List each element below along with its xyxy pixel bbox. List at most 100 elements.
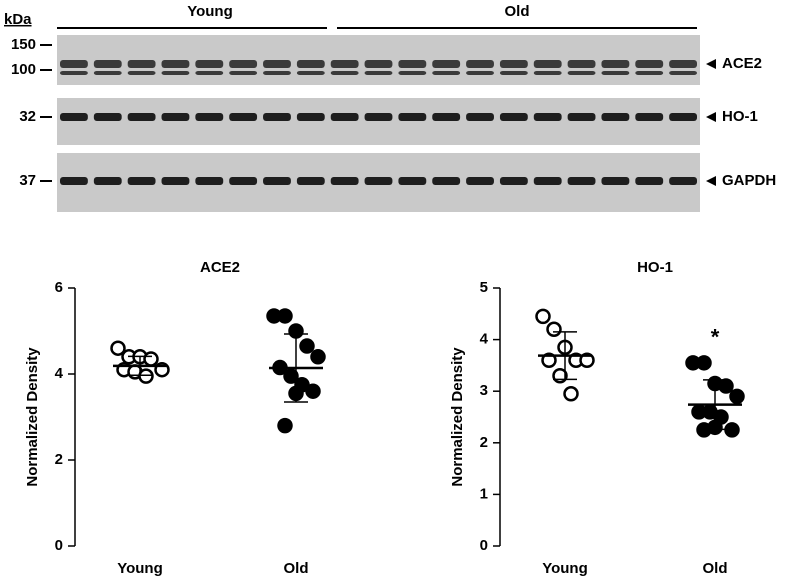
- marker-label: 32: [19, 108, 36, 125]
- band: [330, 113, 359, 121]
- band: [263, 113, 291, 121]
- band: [432, 71, 461, 75]
- band: [296, 71, 325, 75]
- band: [499, 113, 528, 121]
- data-point: [138, 368, 154, 384]
- band: [466, 71, 494, 75]
- band: [330, 60, 359, 68]
- band: [296, 60, 325, 68]
- data-point: [724, 422, 740, 438]
- band: [669, 113, 697, 121]
- band: [263, 71, 291, 75]
- band: [533, 177, 562, 185]
- band: [60, 177, 88, 185]
- y-tick-label: 3: [480, 382, 488, 399]
- data-point: [546, 321, 562, 338]
- y-tick-label: 1: [480, 485, 488, 502]
- y-tick-label: 0: [480, 537, 488, 554]
- band: [635, 60, 664, 68]
- band: [195, 60, 224, 68]
- data-point: [696, 355, 712, 371]
- band: [127, 60, 156, 68]
- band: [364, 113, 393, 121]
- band: [669, 177, 697, 185]
- band: [669, 60, 697, 68]
- band: [533, 113, 562, 121]
- band: [195, 71, 224, 75]
- band: [161, 113, 190, 121]
- band: [93, 71, 122, 75]
- band: [635, 71, 664, 75]
- x-tick-label: Old: [703, 560, 728, 577]
- band: [432, 113, 461, 121]
- arrowhead: [706, 176, 716, 186]
- y-tick-label: 2: [480, 434, 488, 451]
- data-point: [718, 378, 734, 394]
- data-point: [283, 368, 299, 384]
- band: [567, 71, 596, 75]
- band: [60, 71, 88, 75]
- band: [499, 177, 528, 185]
- band: [195, 177, 224, 185]
- group-label: Young: [187, 3, 233, 20]
- band-label: HO-1: [722, 108, 758, 125]
- data-point: [299, 338, 315, 354]
- data-point: [579, 352, 595, 368]
- band: [499, 71, 528, 75]
- band: [263, 60, 291, 68]
- kda-label: kDa: [4, 11, 32, 28]
- band: [127, 177, 156, 185]
- y-tick-label: 5: [480, 279, 488, 296]
- data-point: [310, 349, 326, 365]
- band: [432, 177, 461, 185]
- band: [601, 60, 630, 68]
- band: [466, 113, 494, 121]
- y-tick-label: 0: [55, 537, 63, 554]
- band-label: GAPDH: [722, 172, 776, 189]
- band: [296, 113, 325, 121]
- y-axis-label: Normalized Density: [449, 347, 466, 487]
- band: [432, 60, 461, 68]
- band: [229, 177, 258, 185]
- data-point: [277, 308, 293, 324]
- blot-panel: [57, 98, 700, 145]
- band: [567, 60, 596, 68]
- band: [533, 60, 562, 68]
- chart-title: HO-1: [637, 259, 673, 276]
- band: [567, 177, 596, 185]
- band: [60, 113, 88, 121]
- data-point: [563, 386, 579, 402]
- band: [669, 71, 697, 75]
- data-point: [143, 351, 159, 367]
- arrowhead: [706, 59, 716, 69]
- band: [229, 113, 258, 121]
- band: [127, 113, 156, 121]
- band: [93, 113, 122, 121]
- band: [499, 60, 528, 68]
- marker-label: 150: [11, 36, 36, 53]
- band: [364, 71, 393, 75]
- band: [567, 113, 596, 121]
- band: [635, 177, 664, 185]
- band: [601, 113, 630, 121]
- data-point: [110, 340, 126, 356]
- band: [398, 71, 427, 75]
- data-point: [277, 417, 293, 434]
- y-tick-label: 4: [55, 365, 64, 382]
- band: [466, 177, 494, 185]
- band: [533, 71, 562, 75]
- band: [398, 60, 427, 68]
- band: [161, 177, 190, 185]
- band-label: ACE2: [722, 55, 762, 72]
- marker-label: 100: [11, 61, 36, 78]
- chart-title: ACE2: [200, 259, 240, 276]
- significance: *: [711, 325, 720, 350]
- band: [364, 177, 393, 185]
- group-label: Old: [505, 3, 530, 20]
- band: [161, 60, 190, 68]
- band: [330, 71, 359, 75]
- y-axis-label: Normalized Density: [24, 347, 41, 487]
- band: [93, 60, 122, 68]
- band: [398, 177, 427, 185]
